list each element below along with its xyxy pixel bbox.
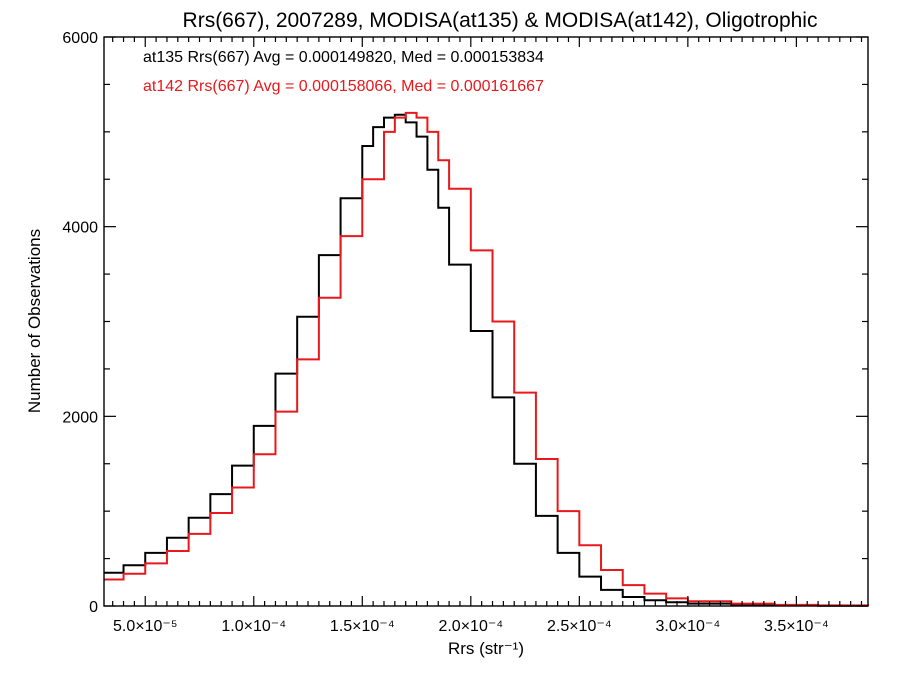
legend-entry-at142: at142 Rrs(667) Avg = 0.000158066, Med = …	[143, 78, 544, 95]
series-line-at142	[104, 111, 869, 607]
x-axis-title: Rrs (str⁻¹)	[448, 639, 524, 658]
y-axis-title: Number of Observations	[25, 229, 44, 413]
x-tick-label: 2.0×10⁻⁴	[438, 618, 503, 635]
series-line-at135	[104, 113, 869, 607]
x-tick-label: 5.0×10⁻⁵	[113, 618, 177, 635]
plot-area	[104, 111, 869, 607]
x-tick-label: 3.0×10⁻⁴	[656, 618, 721, 635]
y-axis: 0 2000 4000 6000	[62, 30, 868, 616]
y-tick-label: 6000	[62, 30, 98, 47]
x-tick-label: 2.5×10⁻⁴	[547, 618, 612, 635]
chart-title: Rrs(667), 2007289, MODISA(at135) & MODIS…	[183, 9, 818, 32]
y-tick-label: 2000	[62, 409, 98, 426]
legend: at135 Rrs(667) Avg = 0.000149820, Med = …	[143, 49, 544, 95]
plot-frame	[103, 36, 869, 607]
x-tick-label: 1.0×10⁻⁴	[221, 618, 286, 635]
y-tick-label: 4000	[62, 220, 98, 237]
x-tick-label: 1.5×10⁻⁴	[330, 618, 395, 635]
y-tick-label: 0	[89, 599, 98, 616]
x-tick-label: 3.5×10⁻⁴	[764, 618, 829, 635]
x-axis: 5.0×10⁻⁵ 1.0×10⁻⁴ 1.5×10⁻⁴ 2.0×10⁻⁴ 2.5×10⁻⁴…	[112, 37, 863, 635]
legend-entry-at135: at135 Rrs(667) Avg = 0.000149820, Med = …	[143, 49, 544, 66]
